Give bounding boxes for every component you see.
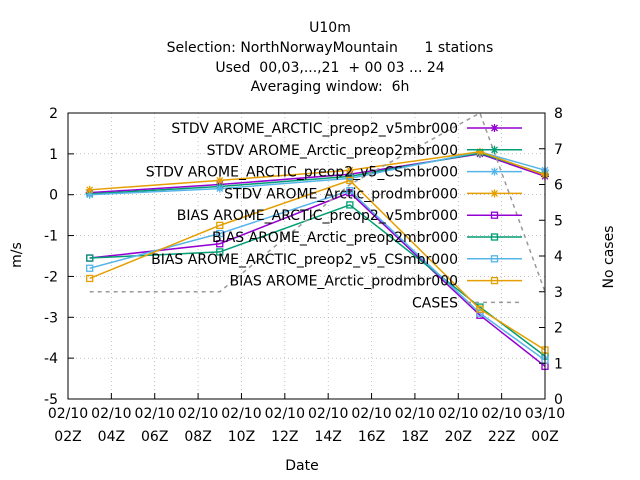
- data-point-marker: [346, 186, 354, 195]
- x-tick-label: 12Z: [271, 429, 298, 445]
- y2-tick-label: 5: [554, 213, 563, 229]
- series-line: [89, 179, 546, 351]
- data-point-marker: [216, 221, 224, 230]
- x-tick-label: 04Z: [98, 429, 125, 445]
- title-line-4: Averaging window: 6h: [251, 79, 410, 95]
- x-tick-label: 03/10: [525, 406, 565, 422]
- data-point-marker: [490, 167, 499, 176]
- data-point-marker: [86, 264, 94, 272]
- data-point-marker: [490, 124, 499, 132]
- data-point-marker: [216, 248, 224, 256]
- x-axis-label: Date: [285, 458, 318, 474]
- x-tick-label: 02/10: [135, 406, 175, 422]
- x-tick-label: 02Z: [54, 429, 81, 445]
- data-point-marker: [86, 274, 94, 283]
- y-tick-label: -5: [44, 392, 58, 408]
- y2-axis-label: No cases: [601, 226, 617, 289]
- data-point-marker: [476, 309, 484, 317]
- y2-tick-label: 3: [554, 285, 563, 301]
- data-point-marker: [216, 229, 224, 238]
- series-line: [89, 191, 546, 367]
- x-tick-label: 02/10: [265, 406, 305, 422]
- y2-tick-label: 8: [554, 106, 563, 122]
- x-tick-label: 02/10: [395, 406, 435, 422]
- series-9: [89, 111, 546, 293]
- data-point-marker: [345, 174, 354, 183]
- legend-label: BIAS AROME_ARCTIC_preop2_v5mbr000: [177, 208, 458, 224]
- data-point-marker: [215, 176, 224, 185]
- y-tick-label: -2: [44, 269, 58, 285]
- x-tick-label: 02/10: [48, 406, 88, 422]
- x-tick-label: 02/10: [481, 406, 521, 422]
- data-point-marker: [216, 240, 224, 248]
- series-line: [89, 189, 546, 361]
- legend-label: BIAS AROME_ARCTIC_preop2_v5_CSmbr000: [151, 252, 458, 268]
- legend-label: STDV AROME_Arctic_prodmbr000: [224, 186, 458, 202]
- legend-label: STDV AROME_ARCTIC_preop2_v5_CSmbr000: [146, 165, 458, 181]
- data-point-marker: [476, 305, 484, 313]
- y-tick-label: -1: [44, 229, 58, 245]
- x-tick-label: 00Z: [531, 429, 558, 445]
- legend-label: STDV AROME_Arctic_preop2mbr000: [207, 143, 458, 159]
- data-point-marker: [346, 201, 354, 209]
- data-point-marker: [86, 254, 94, 262]
- data-point-marker: [490, 233, 499, 241]
- x-tick-label: 02/10: [91, 406, 131, 422]
- data-point-marker: [490, 145, 499, 154]
- x-tick-label: 02/10: [438, 406, 478, 422]
- data-point-marker: [490, 189, 499, 198]
- data-point-marker: [490, 255, 499, 263]
- y-tick-label: -4: [44, 351, 58, 367]
- x-tick-label: 18Z: [401, 429, 428, 445]
- y-tick-label: 0: [49, 188, 58, 204]
- y-tick-label: 1: [49, 147, 58, 163]
- title-line-1: U10m: [309, 20, 351, 36]
- y2-tick-label: 1: [554, 356, 563, 372]
- data-point-marker: [85, 190, 94, 199]
- y-tick-label: -3: [44, 310, 58, 326]
- data-point-marker: [490, 211, 499, 219]
- y2-tick-label: 4: [554, 249, 563, 265]
- data-point-marker: [346, 176, 354, 185]
- y-tick-label: 2: [49, 106, 58, 122]
- title-line-3: Used 00,03,...,21 + 00 03 ... 24: [215, 60, 444, 76]
- x-tick-label: 02/10: [221, 406, 261, 422]
- x-tick-label: 10Z: [228, 429, 255, 445]
- legend-label: BIAS AROME_Arctic_preop2mbr000: [212, 230, 458, 246]
- data-point-marker: [475, 147, 484, 156]
- x-tick-label: 22Z: [488, 429, 515, 445]
- y2-tick-label: 2: [554, 321, 563, 337]
- legend-label: CASES: [412, 295, 458, 311]
- data-point-marker: [345, 166, 354, 175]
- x-tick-label: 02/10: [351, 406, 391, 422]
- data-point-marker: [490, 276, 499, 285]
- x-tick-label: 06Z: [141, 429, 168, 445]
- y2-tick-label: 0: [554, 392, 563, 408]
- series-line: [89, 111, 546, 293]
- y2-tick-label: 7: [554, 142, 563, 158]
- y-axis-label: m/s: [9, 242, 25, 268]
- x-tick-label: 20Z: [445, 429, 472, 445]
- legend: STDV AROME_ARCTIC_preop2_v5mbr000 STDV AR…: [146, 121, 522, 311]
- x-tick-label: 16Z: [358, 429, 385, 445]
- x-tick-label: 14Z: [314, 429, 341, 445]
- legend-label: STDV AROME_ARCTIC_preop2_v5mbr000: [171, 121, 458, 137]
- title-line-2: Selection: NorthNorwayMountain 1 station…: [167, 40, 494, 56]
- x-tick-label: 02/10: [308, 406, 348, 422]
- x-tick-label: 08Z: [184, 429, 211, 445]
- chart-title: U10m Selection: NorthNorwayMountain 1 st…: [167, 20, 494, 95]
- data-point-marker: [85, 185, 94, 194]
- legend-label: BIAS AROME_Arctic_prodmbr000: [230, 274, 458, 290]
- y2-tick-label: 6: [554, 178, 563, 194]
- axes: -5 -4 -3 -2 -1 0 1 2 0 1 2 3 4 5 6 7 8 02/10 02Z 02/10 04Z 02…: [44, 106, 565, 445]
- x-tick-label: 02/10: [178, 406, 218, 422]
- data-point-marker: [215, 184, 224, 193]
